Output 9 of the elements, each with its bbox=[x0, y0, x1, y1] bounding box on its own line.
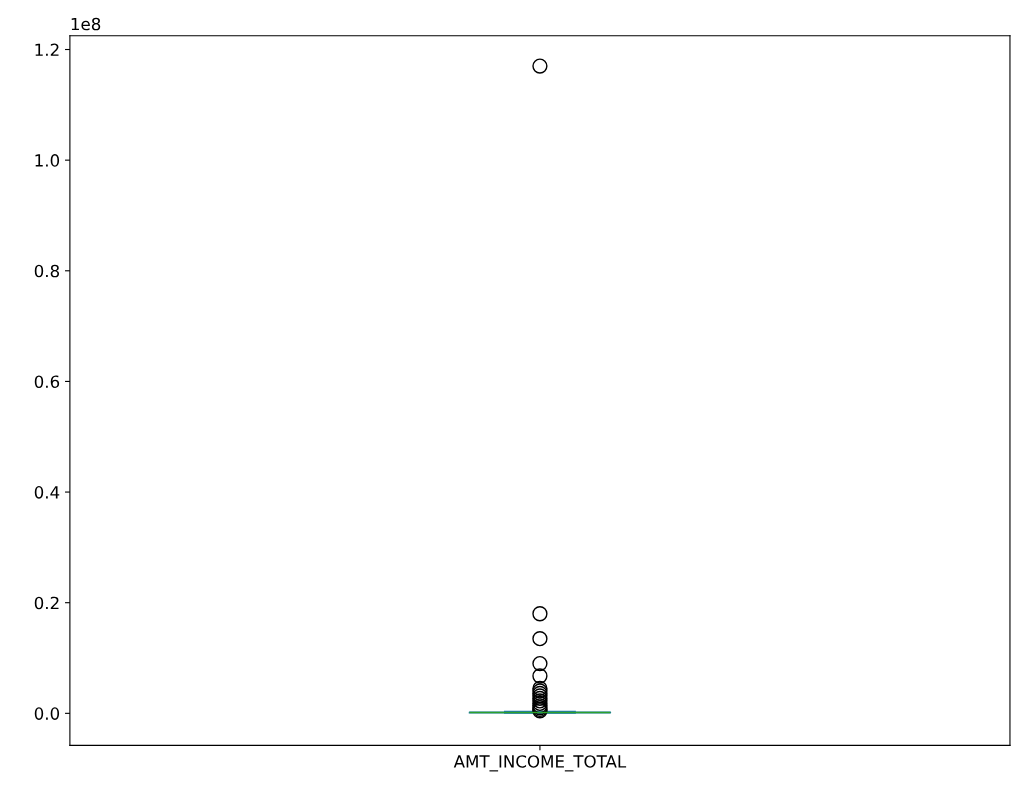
x-tick-label: AMT_INCOME_TOTAL bbox=[453, 755, 627, 772]
y-tick-label: 1.2 bbox=[35, 43, 59, 56]
y-tick-label: 0.6 bbox=[34, 375, 60, 388]
y-axis-title: 1e8 bbox=[71, 17, 101, 31]
y-tick-label: 0.8 bbox=[34, 264, 60, 278]
y-tick-label: 0.2 bbox=[34, 596, 59, 610]
y-tick-label: 1.0 bbox=[35, 154, 60, 167]
y-tick-label: 0.4 bbox=[34, 486, 60, 499]
y-tick-label: 0.0 bbox=[34, 707, 60, 720]
